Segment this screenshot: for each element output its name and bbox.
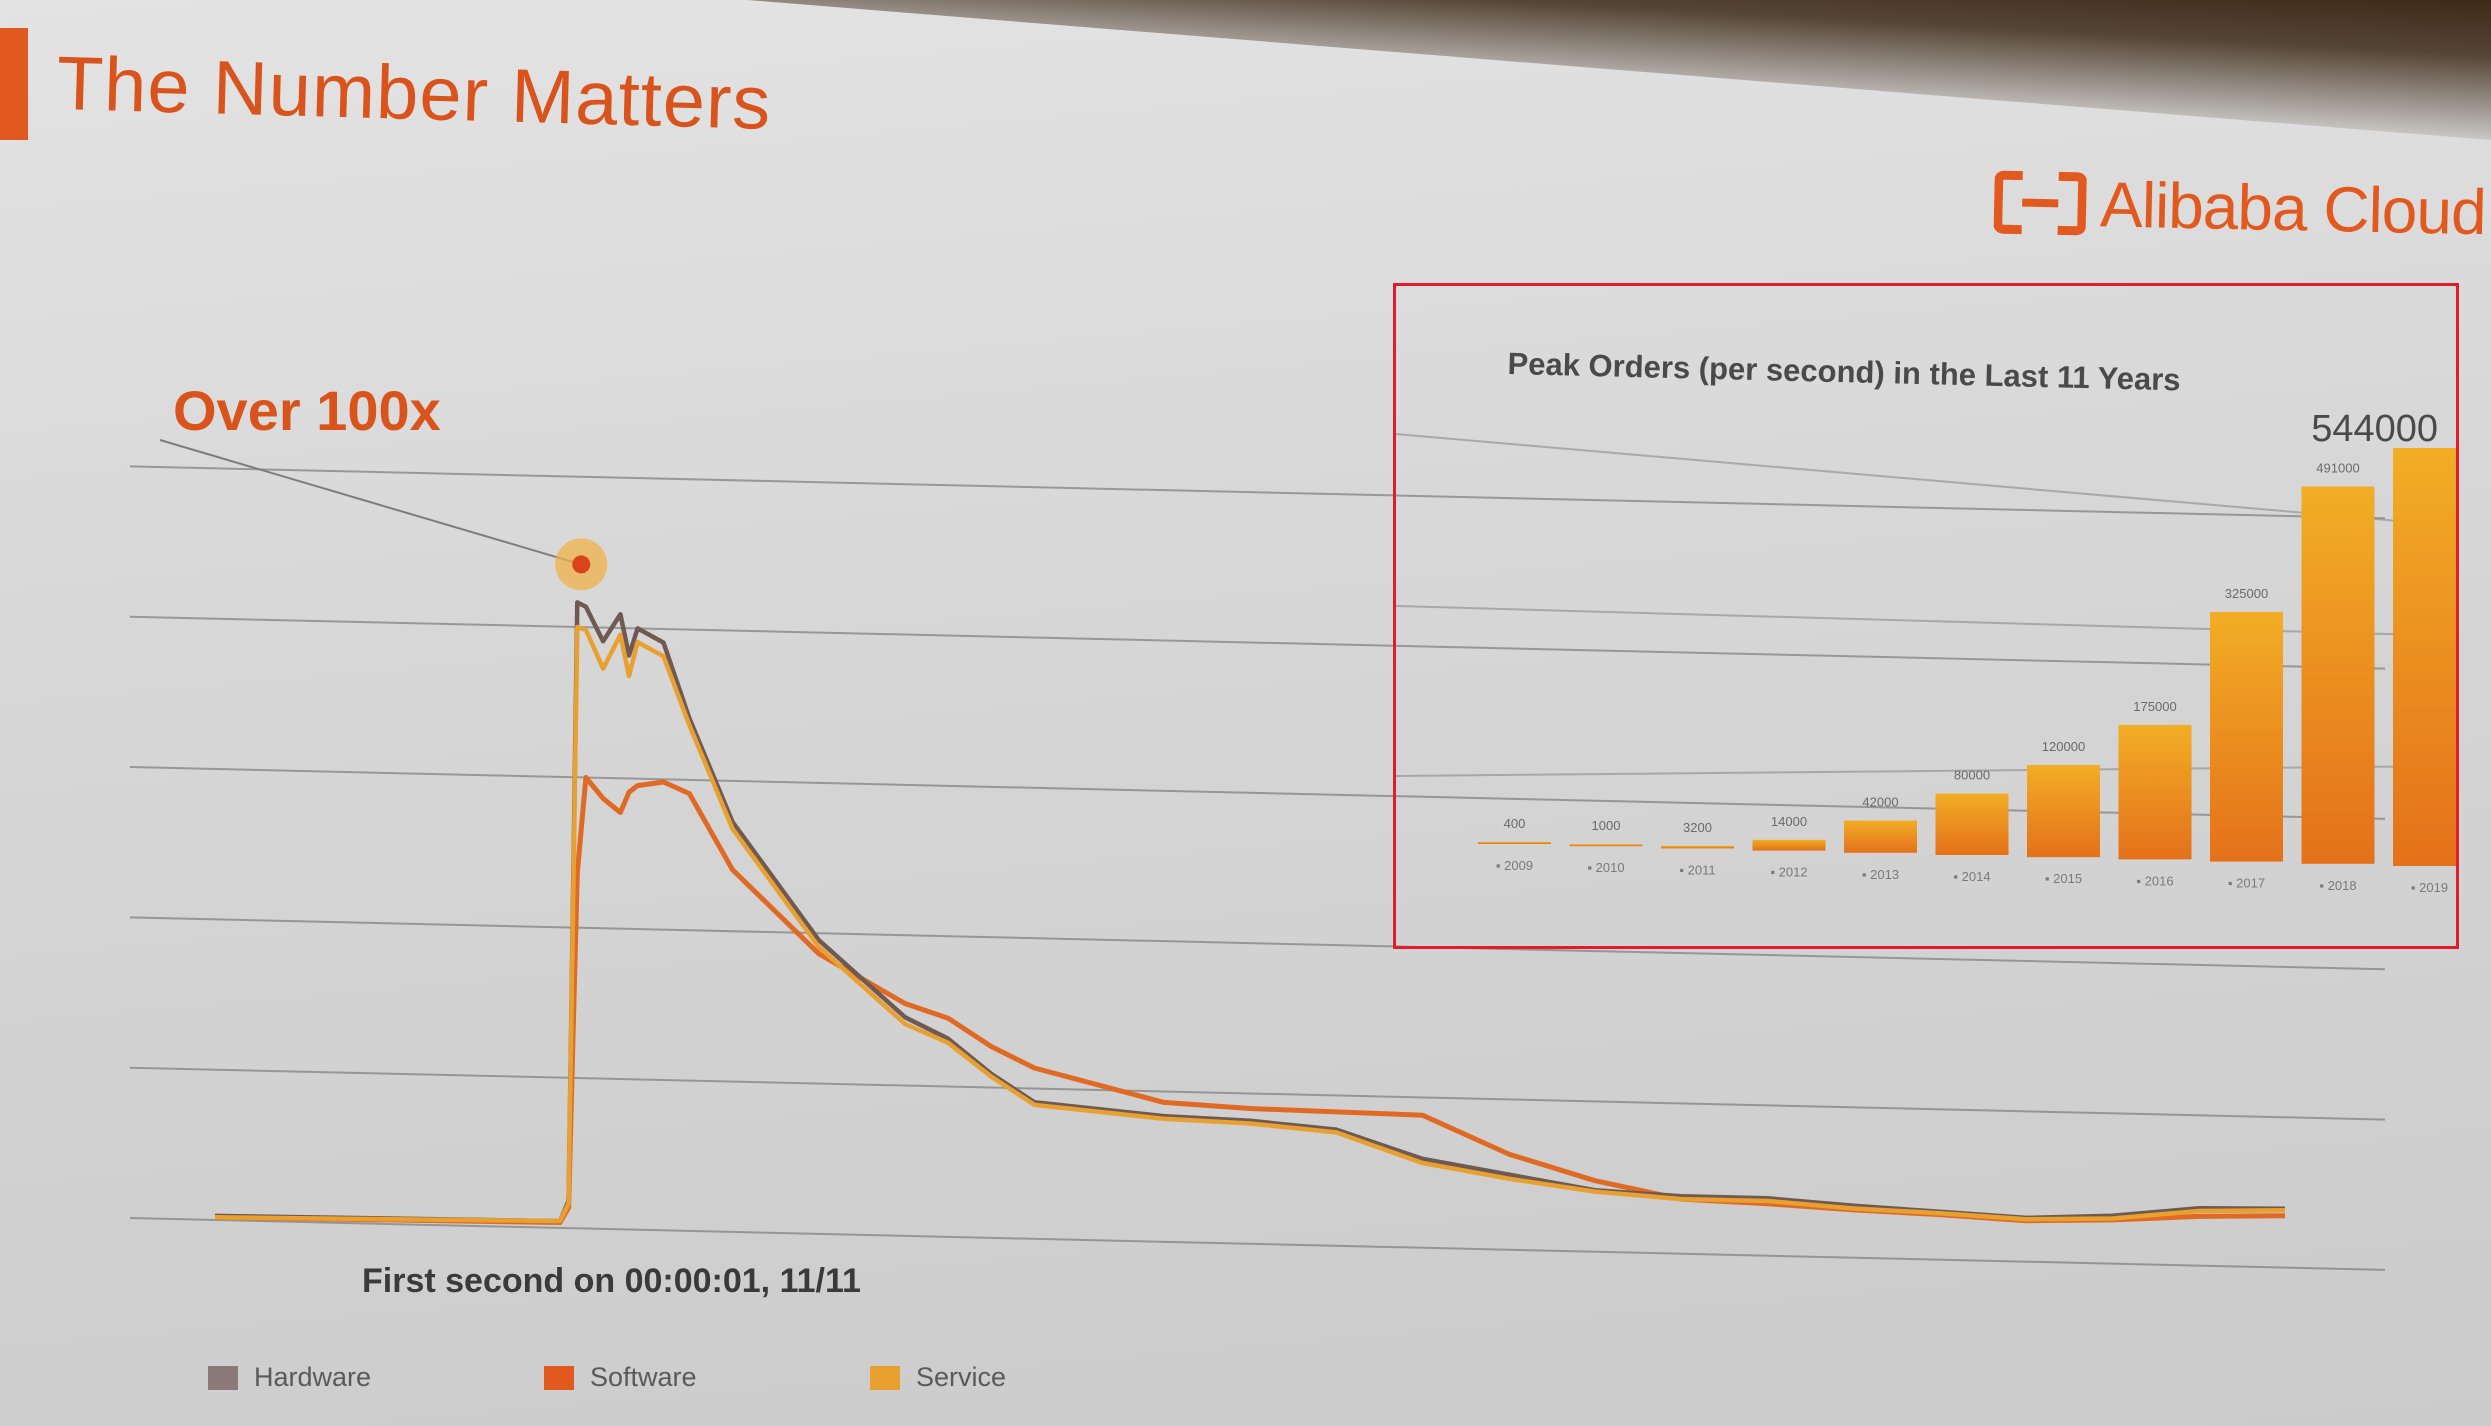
inset-bar-value-label: 120000: [2042, 739, 2085, 754]
inset-category-label: ▪ 2011: [1679, 862, 1715, 877]
inset-bar-2019: [2393, 448, 2456, 866]
peak-annotation-label: Over 100x: [173, 379, 441, 442]
inset-bar-value-label: 175000: [2133, 699, 2176, 714]
brand-logo: Alibaba Cloud: [1993, 165, 2486, 249]
legend-item-service: Service: [870, 1362, 1006, 1393]
chart-gridline: [129, 1066, 2386, 1121]
chart-gridlines: [129, 465, 2386, 1271]
peak-marker-dot: [572, 555, 591, 574]
peak-annotation: [159, 439, 608, 591]
series-line-service: [214, 624, 2286, 1224]
inset-category-label: ▪ 2019: [2411, 880, 2448, 895]
legend-label-software: Software: [590, 1362, 697, 1392]
inset-bar-value-label: 3200: [1683, 820, 1712, 835]
inset-bar-2014: [1935, 793, 2009, 855]
inset-gridline: [1396, 765, 2456, 777]
legend-item-hardware: Hardware: [208, 1362, 371, 1393]
legend-label-hardware: Hardware: [254, 1362, 372, 1392]
peak-orders-bar-chart: 400 ▪ 2009 1000 ▪ 2010 3200 ▪ 2011 14000 ▪ 2012…: [1396, 433, 2456, 895]
inset-bar-value-label: 1000: [1592, 818, 1621, 833]
inset-category-label: ▪ 2013: [1862, 867, 1899, 882]
inset-category-label: ▪ 2014: [1953, 869, 1990, 884]
inset-category-label: ▪ 2010: [1587, 860, 1624, 875]
inset-peak-value: 544000: [2311, 408, 2438, 450]
inset-bar-2010: [1569, 844, 1643, 847]
inset-gridline: [1396, 433, 2456, 527]
inset-bar-2015: [2027, 764, 2100, 858]
inset-category-label: ▪ 2018: [2319, 878, 2356, 893]
inset-category-label: ▪ 2012: [1770, 865, 1807, 880]
inset-bar-2013: [1844, 820, 1917, 853]
inset-category-label: ▪ 2017: [2228, 876, 2265, 891]
chart-legend: Hardware Software Service: [208, 1362, 1608, 1402]
legend-swatch-service: [870, 1365, 900, 1390]
inset-bar-value-label: 491000: [2316, 461, 2359, 476]
legend-item-software: Software: [544, 1362, 697, 1393]
inset-category-label: ▪ 2015: [2045, 871, 2082, 886]
chart-gridline: [129, 1217, 2386, 1271]
title-accent-bar: [0, 28, 28, 140]
inset-bar-value-label: 42000: [1862, 795, 1898, 810]
inset-gridline: [1396, 605, 2456, 637]
alibaba-cloud-logo-icon: [1993, 170, 2087, 236]
inset-bar-value-label: 400: [1504, 816, 1526, 831]
inset-bar-value-label: 80000: [1954, 768, 1990, 783]
inset-bar-value-label: 14000: [1771, 814, 1807, 829]
inset-category-label: ▪ 2009: [1496, 858, 1533, 873]
inset-bar-2009: [1478, 842, 1551, 844]
legend-label-service: Service: [916, 1362, 1007, 1392]
inset-bar-2017: [2210, 611, 2283, 862]
inset-gridlines: [1396, 433, 2456, 777]
inset-bar-2011: [1661, 845, 1734, 849]
inset-bar-2016: [2118, 724, 2192, 860]
chart-gridline: [129, 465, 2386, 520]
chart-series: [214, 600, 2286, 1225]
inset-bar-2018: [2301, 486, 2375, 864]
inset-category-label: ▪ 2016: [2136, 873, 2173, 888]
chart-gridline: [129, 766, 2386, 820]
legend-swatch-hardware: [208, 1365, 238, 1390]
chart-caption: First second on 00:00:01, 11/11: [362, 1262, 861, 1300]
inset-bars: 400 ▪ 2009 1000 ▪ 2010 3200 ▪ 2011 14000 ▪ 2012…: [1478, 448, 2456, 895]
inset-bar-2012: [1752, 839, 1826, 851]
legend-swatch-software: [544, 1365, 574, 1390]
chart-gridline: [129, 615, 2386, 670]
inset-bar-value-label: 325000: [2225, 586, 2268, 601]
annotation-leader-line: [159, 439, 582, 566]
chart-gridline: [129, 916, 2386, 971]
peak-orders-inset: 400 ▪ 2009 1000 ▪ 2010 3200 ▪ 2011 14000 ▪ 2012…: [1393, 283, 2459, 949]
